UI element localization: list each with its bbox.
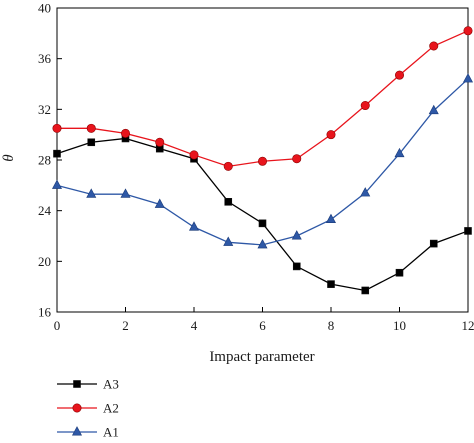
y-tick-label: 32 — [38, 102, 51, 117]
series-a1-point — [462, 73, 474, 83]
series-a3-point — [53, 149, 61, 158]
series-layer — [51, 26, 474, 295]
series-a1-point — [154, 198, 165, 208]
series-a2-point — [257, 156, 267, 166]
series-a1-point — [360, 187, 371, 197]
series-a2-point — [223, 161, 233, 171]
series-a1-point — [394, 147, 405, 158]
series-a1-point — [51, 179, 63, 189]
y-tick-label: 16 — [38, 305, 52, 320]
y-tick-label: 20 — [38, 254, 51, 269]
y-tick-label: 36 — [38, 51, 52, 66]
series-a1-point — [188, 221, 200, 231]
series-a1 — [51, 73, 474, 249]
legend-marker — [73, 380, 81, 388]
series-a2-point — [360, 101, 370, 111]
series-a2-point — [189, 150, 199, 160]
series-a2-point — [394, 70, 404, 80]
series-a3-point — [224, 198, 233, 206]
legend: A3 A2 A1 — [57, 377, 119, 440]
series-a1-point — [257, 239, 268, 249]
series-a2-point — [52, 123, 62, 133]
x-axis-label: Impact parameter — [209, 349, 314, 365]
series-a2-point — [121, 128, 131, 138]
series-a3-point — [464, 227, 472, 235]
series-a3-point — [429, 239, 438, 248]
series-a3-point — [87, 138, 96, 147]
y-tick-label: 24 — [38, 203, 52, 218]
x-tick-label: 6 — [259, 318, 266, 333]
series-a2-point — [292, 154, 302, 164]
x-tick-label: 4 — [191, 318, 198, 333]
series-a1-point — [223, 236, 234, 246]
series-a1-point — [291, 230, 302, 240]
series-a3-point — [361, 286, 370, 295]
series-a2-point — [326, 130, 336, 140]
x-tick-label: 12 — [462, 318, 474, 333]
y-axis-label: θ — [1, 154, 17, 162]
x-axis: 0 2 4 6 8 10 12 — [54, 307, 474, 333]
series-a1-point — [428, 104, 439, 115]
series-a3-point — [292, 262, 301, 271]
series-a2 — [52, 26, 473, 171]
series-a1-point — [86, 188, 97, 198]
legend-item-a2: A2 — [57, 401, 119, 416]
series-a2-point — [463, 26, 473, 36]
y-tick-label: 28 — [38, 153, 51, 168]
series-a3-point — [258, 219, 267, 228]
x-tick-label: 0 — [54, 318, 61, 333]
series-a3-point — [327, 280, 335, 288]
series-a1-point — [325, 213, 337, 224]
x-tick-label: 10 — [393, 318, 406, 333]
legend-marker — [71, 426, 83, 436]
series-a2-point — [155, 137, 165, 147]
x-tick-label: 8 — [328, 318, 335, 333]
legend-item-a3: A3 — [57, 377, 119, 392]
series-a2-point — [429, 41, 439, 51]
series-a3-point — [395, 268, 404, 277]
legend-label: A2 — [103, 401, 119, 416]
legend-label: A1 — [103, 425, 119, 440]
series-a1-point — [120, 188, 131, 198]
x-tick-label: 2 — [122, 318, 129, 333]
legend-item-a1: A1 — [57, 425, 119, 440]
legend-label: A3 — [103, 377, 119, 392]
legend-marker — [72, 403, 82, 413]
y-axis: 16 20 24 28 32 36 40 — [38, 1, 62, 320]
series-a2-point — [86, 123, 96, 133]
y-tick-label: 40 — [38, 1, 51, 16]
